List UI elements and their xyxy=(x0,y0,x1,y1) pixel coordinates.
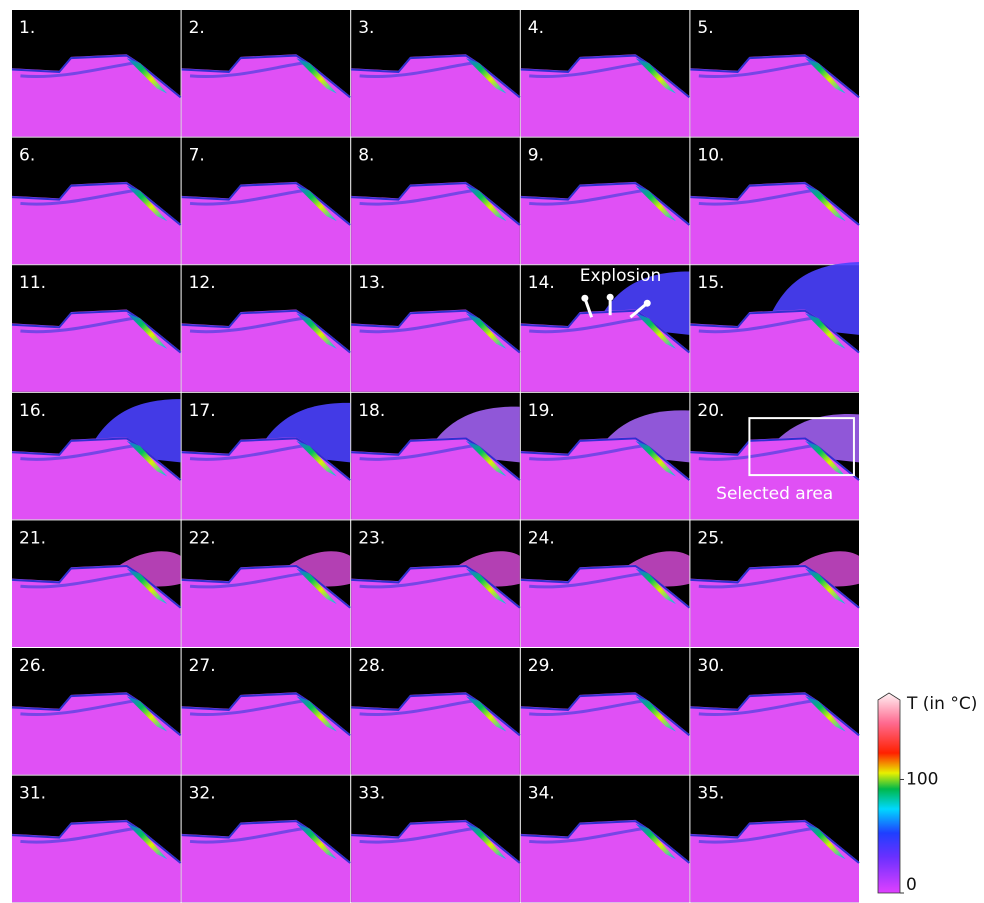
figure: 1. 2. 3. 4. 5. 6. 7. 8. 9. 10. 11. 12. 13. 14. Explosi… xyxy=(0,0,984,903)
thermal-panel: 10. xyxy=(690,138,859,265)
panel-number: 11. xyxy=(19,273,46,293)
panel-number: 24. xyxy=(528,528,555,548)
thermal-panel: 20. Selected area xyxy=(690,393,859,520)
panel-number: 2. xyxy=(189,18,205,38)
arrow-head xyxy=(581,295,588,302)
panel-number: 26. xyxy=(19,656,46,676)
panel-number: 32. xyxy=(189,784,216,804)
panel-number: 29. xyxy=(528,656,555,676)
colorbar-label: T (in °C) xyxy=(906,694,977,714)
panel-number: 15. xyxy=(697,273,724,293)
colorbar-gradient xyxy=(878,693,900,893)
thermal-panel: 28. xyxy=(351,648,520,775)
thermal-panel: 30. xyxy=(690,648,859,775)
panel-number: 16. xyxy=(19,401,46,421)
thermal-panel: 25. xyxy=(690,520,859,647)
thermal-panel: 16. xyxy=(12,393,181,520)
panel-number: 35. xyxy=(697,784,724,804)
thermal-panel: 4. xyxy=(521,10,690,137)
arrow-head xyxy=(644,300,651,307)
panel-number: 6. xyxy=(19,146,35,166)
panel-number: 34. xyxy=(528,784,555,804)
panel-number: 19. xyxy=(528,401,555,421)
thermal-panel: 3. xyxy=(351,10,520,137)
panel-number: 25. xyxy=(697,528,724,548)
panel-number: 31. xyxy=(19,784,46,804)
panel-number: 27. xyxy=(189,656,216,676)
thermal-panel: 7. xyxy=(182,138,351,265)
colorbar-tick-label: 100 xyxy=(906,769,938,789)
thermal-panel: 8. xyxy=(351,138,520,265)
panel-number: 13. xyxy=(358,273,385,293)
thermal-panel: 6. xyxy=(12,138,181,265)
annotation-selected-area: Selected area xyxy=(716,484,833,504)
thermal-panel: 33. xyxy=(351,776,520,903)
thermal-panel: 27. xyxy=(182,648,351,775)
thermal-panel: 24. xyxy=(521,520,690,647)
thermal-panel: 5. xyxy=(690,10,859,137)
thermal-panel: 15. xyxy=(690,262,859,392)
panel-number: 1. xyxy=(19,18,35,38)
thermal-panel: 22. xyxy=(182,520,351,647)
panel-number: 8. xyxy=(358,146,374,166)
panel-number: 12. xyxy=(189,273,216,293)
panel-number: 20. xyxy=(697,401,724,421)
thermal-panel: 11. xyxy=(12,265,181,392)
panel-number: 3. xyxy=(358,18,374,38)
thermal-panel: 21. xyxy=(12,520,181,647)
panel-number: 5. xyxy=(697,18,713,38)
thermal-panel: 1. xyxy=(12,10,181,137)
arrow-head xyxy=(607,294,614,301)
thermal-panel: 12. xyxy=(182,265,351,392)
colorbar-tick-label: 0 xyxy=(906,875,917,895)
thermal-panel: 9. xyxy=(521,138,690,265)
panel-number: 4. xyxy=(528,18,544,38)
thermal-panel: 32. xyxy=(182,776,351,903)
panel-grid: 1. 2. 3. 4. 5. 6. 7. 8. 9. 10. 11. 12. 13. 14. Explosi… xyxy=(12,10,859,902)
thermal-panel: 31. xyxy=(12,776,181,903)
panel-number: 9. xyxy=(528,146,544,166)
thermal-panel: 23. xyxy=(351,520,520,647)
panel-number: 17. xyxy=(189,401,216,421)
thermal-panel: 14. Explosion xyxy=(521,265,690,392)
thermal-panel: 2. xyxy=(182,10,351,137)
thermal-panel: 18. xyxy=(351,393,520,520)
panel-number: 33. xyxy=(358,784,385,804)
thermal-panel: 17. xyxy=(182,393,351,520)
thermal-panel: 29. xyxy=(521,648,690,775)
panel-number: 18. xyxy=(358,401,385,421)
thermal-panel: 13. xyxy=(351,265,520,392)
panel-number: 10. xyxy=(697,146,724,166)
thermal-panel: 26. xyxy=(12,648,181,775)
panel-number: 7. xyxy=(189,146,205,166)
thermal-panel: 19. xyxy=(521,393,690,520)
panel-number: 30. xyxy=(697,656,724,676)
panel-number: 21. xyxy=(19,528,46,548)
colorbar: T (in °C) 0 100 xyxy=(878,693,977,895)
thermal-panel: 35. xyxy=(690,776,859,903)
panel-number: 14. xyxy=(528,273,555,293)
panel-number: 28. xyxy=(358,656,385,676)
panel-number: 22. xyxy=(189,528,216,548)
panel-number: 23. xyxy=(358,528,385,548)
annotation-explosion: Explosion xyxy=(580,266,661,286)
thermal-panel: 34. xyxy=(521,776,690,903)
